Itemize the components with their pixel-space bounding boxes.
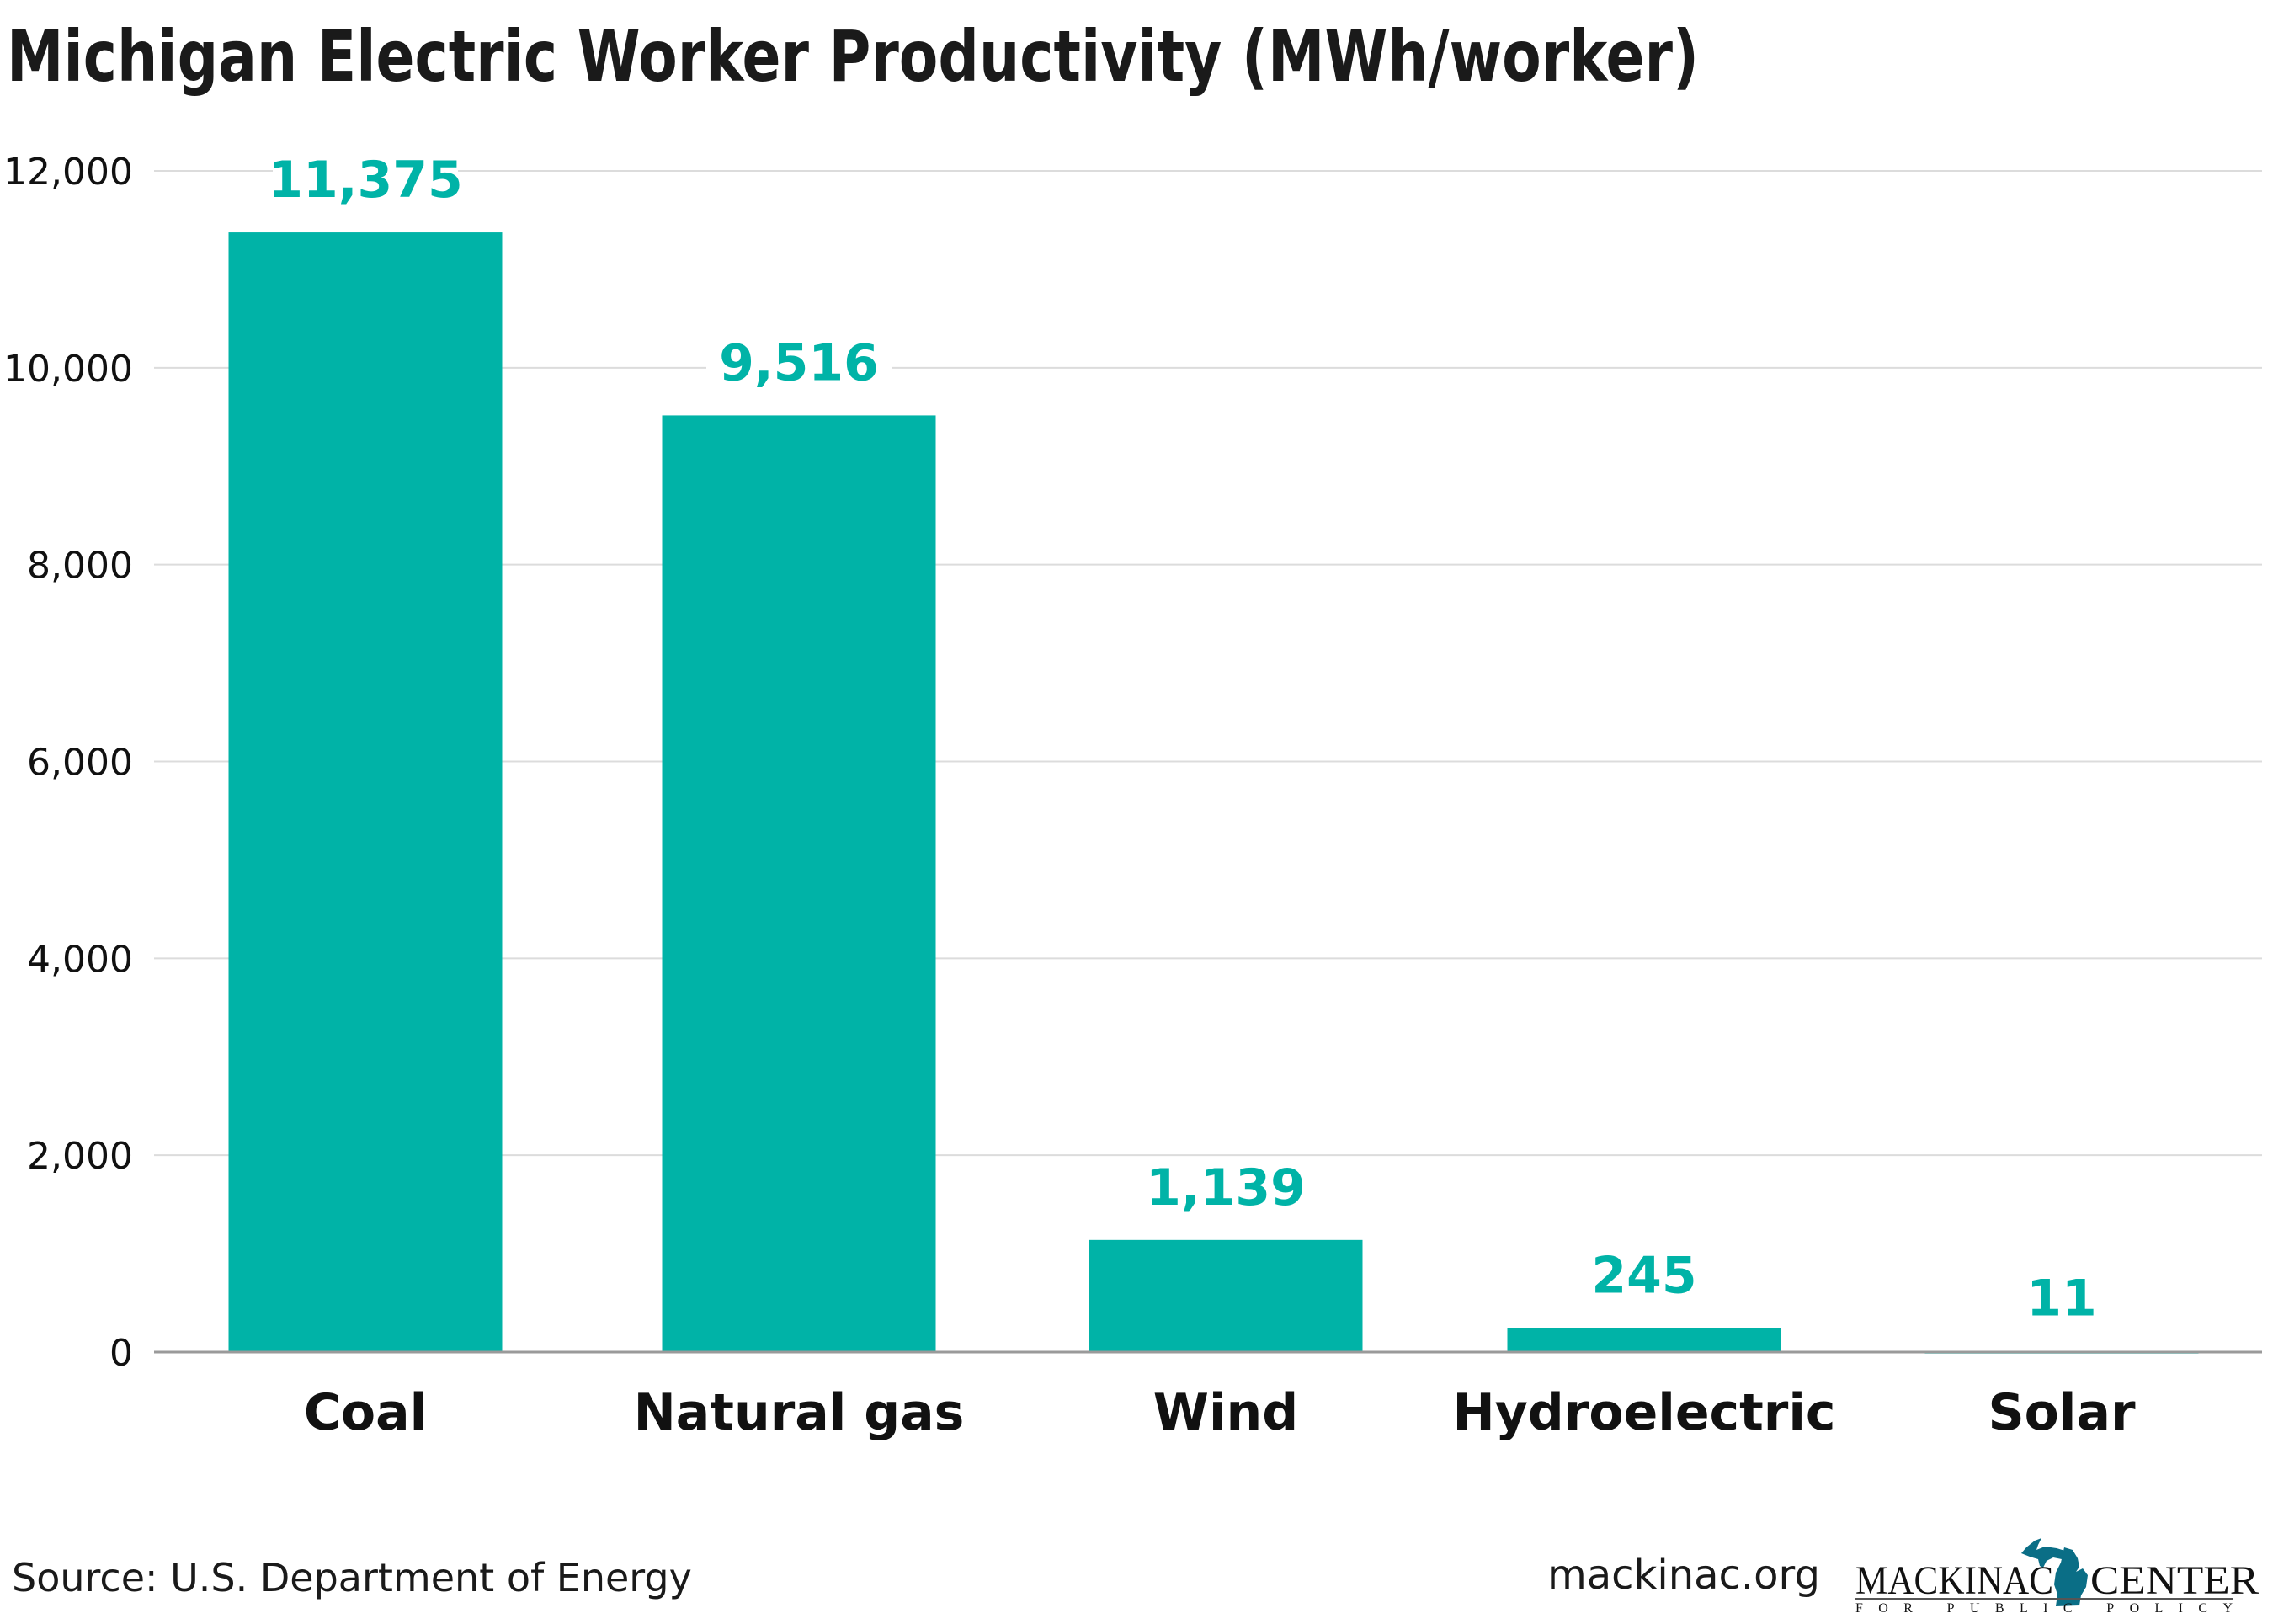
mackinac-center-logo: MACKINAC CENTER FOR PUBLIC POLICY — [1855, 1538, 2259, 1616]
website-link[interactable]: mackinac.org — [1547, 1552, 1820, 1599]
michigan-icon — [2021, 1538, 2088, 1606]
data-label-background — [1552, 1249, 1737, 1302]
data-label-background — [273, 153, 458, 206]
bar-coal — [228, 232, 503, 1353]
logo-subtitle: FOR PUBLIC POLICY — [1855, 1601, 2233, 1616]
chart-title: Michigan Electric Worker Productivity (M… — [7, 15, 1699, 98]
bars: 11,375 9,516 1,139 245 11 — [228, 151, 2199, 1354]
y-tick-label: 10,000 — [3, 348, 133, 391]
x-axis: Coal Natural gas Wind Hydroelectric Solar — [304, 1383, 2136, 1442]
y-tick-label: 6,000 — [27, 742, 133, 785]
source-note: Source: U.S. Department of Energy — [12, 1555, 692, 1600]
y-tick-label: 4,000 — [27, 938, 133, 981]
y-tick-label: 0 — [109, 1332, 133, 1375]
y-tick-label: 12,000 — [3, 151, 133, 194]
x-tick-label: Coal — [304, 1383, 427, 1442]
x-tick-label: Hydroelectric — [1452, 1383, 1835, 1442]
x-tick-label: Wind — [1153, 1383, 1298, 1442]
y-tick-label: 8,000 — [27, 545, 133, 588]
data-label-background — [1969, 1271, 2154, 1324]
logo-text-left: MACKINAC — [1855, 1558, 2053, 1603]
bar-wind — [1089, 1239, 1363, 1352]
data-label: 1,139 — [1146, 1158, 1306, 1217]
data-label: 11,375 — [268, 151, 463, 210]
data-label: 9,516 — [719, 333, 879, 392]
data-label: 245 — [1591, 1246, 1696, 1305]
bar-hydroelectric — [1507, 1328, 1781, 1352]
data-label-background — [706, 336, 892, 389]
x-tick-label: Natural gas — [634, 1383, 965, 1442]
y-axis: 0 2,000 4,000 6,000 8,000 10,000 12,000 — [3, 151, 133, 1375]
logo-text-right: CENTER — [2090, 1558, 2259, 1603]
data-label: 11 — [2026, 1270, 2097, 1328]
data-label-background — [1133, 1160, 1318, 1213]
y-tick-label: 2,000 — [27, 1135, 133, 1178]
x-tick-label: Solar — [1988, 1383, 2135, 1442]
bar-natural-gas — [662, 415, 936, 1352]
gridlines — [154, 170, 2262, 1157]
